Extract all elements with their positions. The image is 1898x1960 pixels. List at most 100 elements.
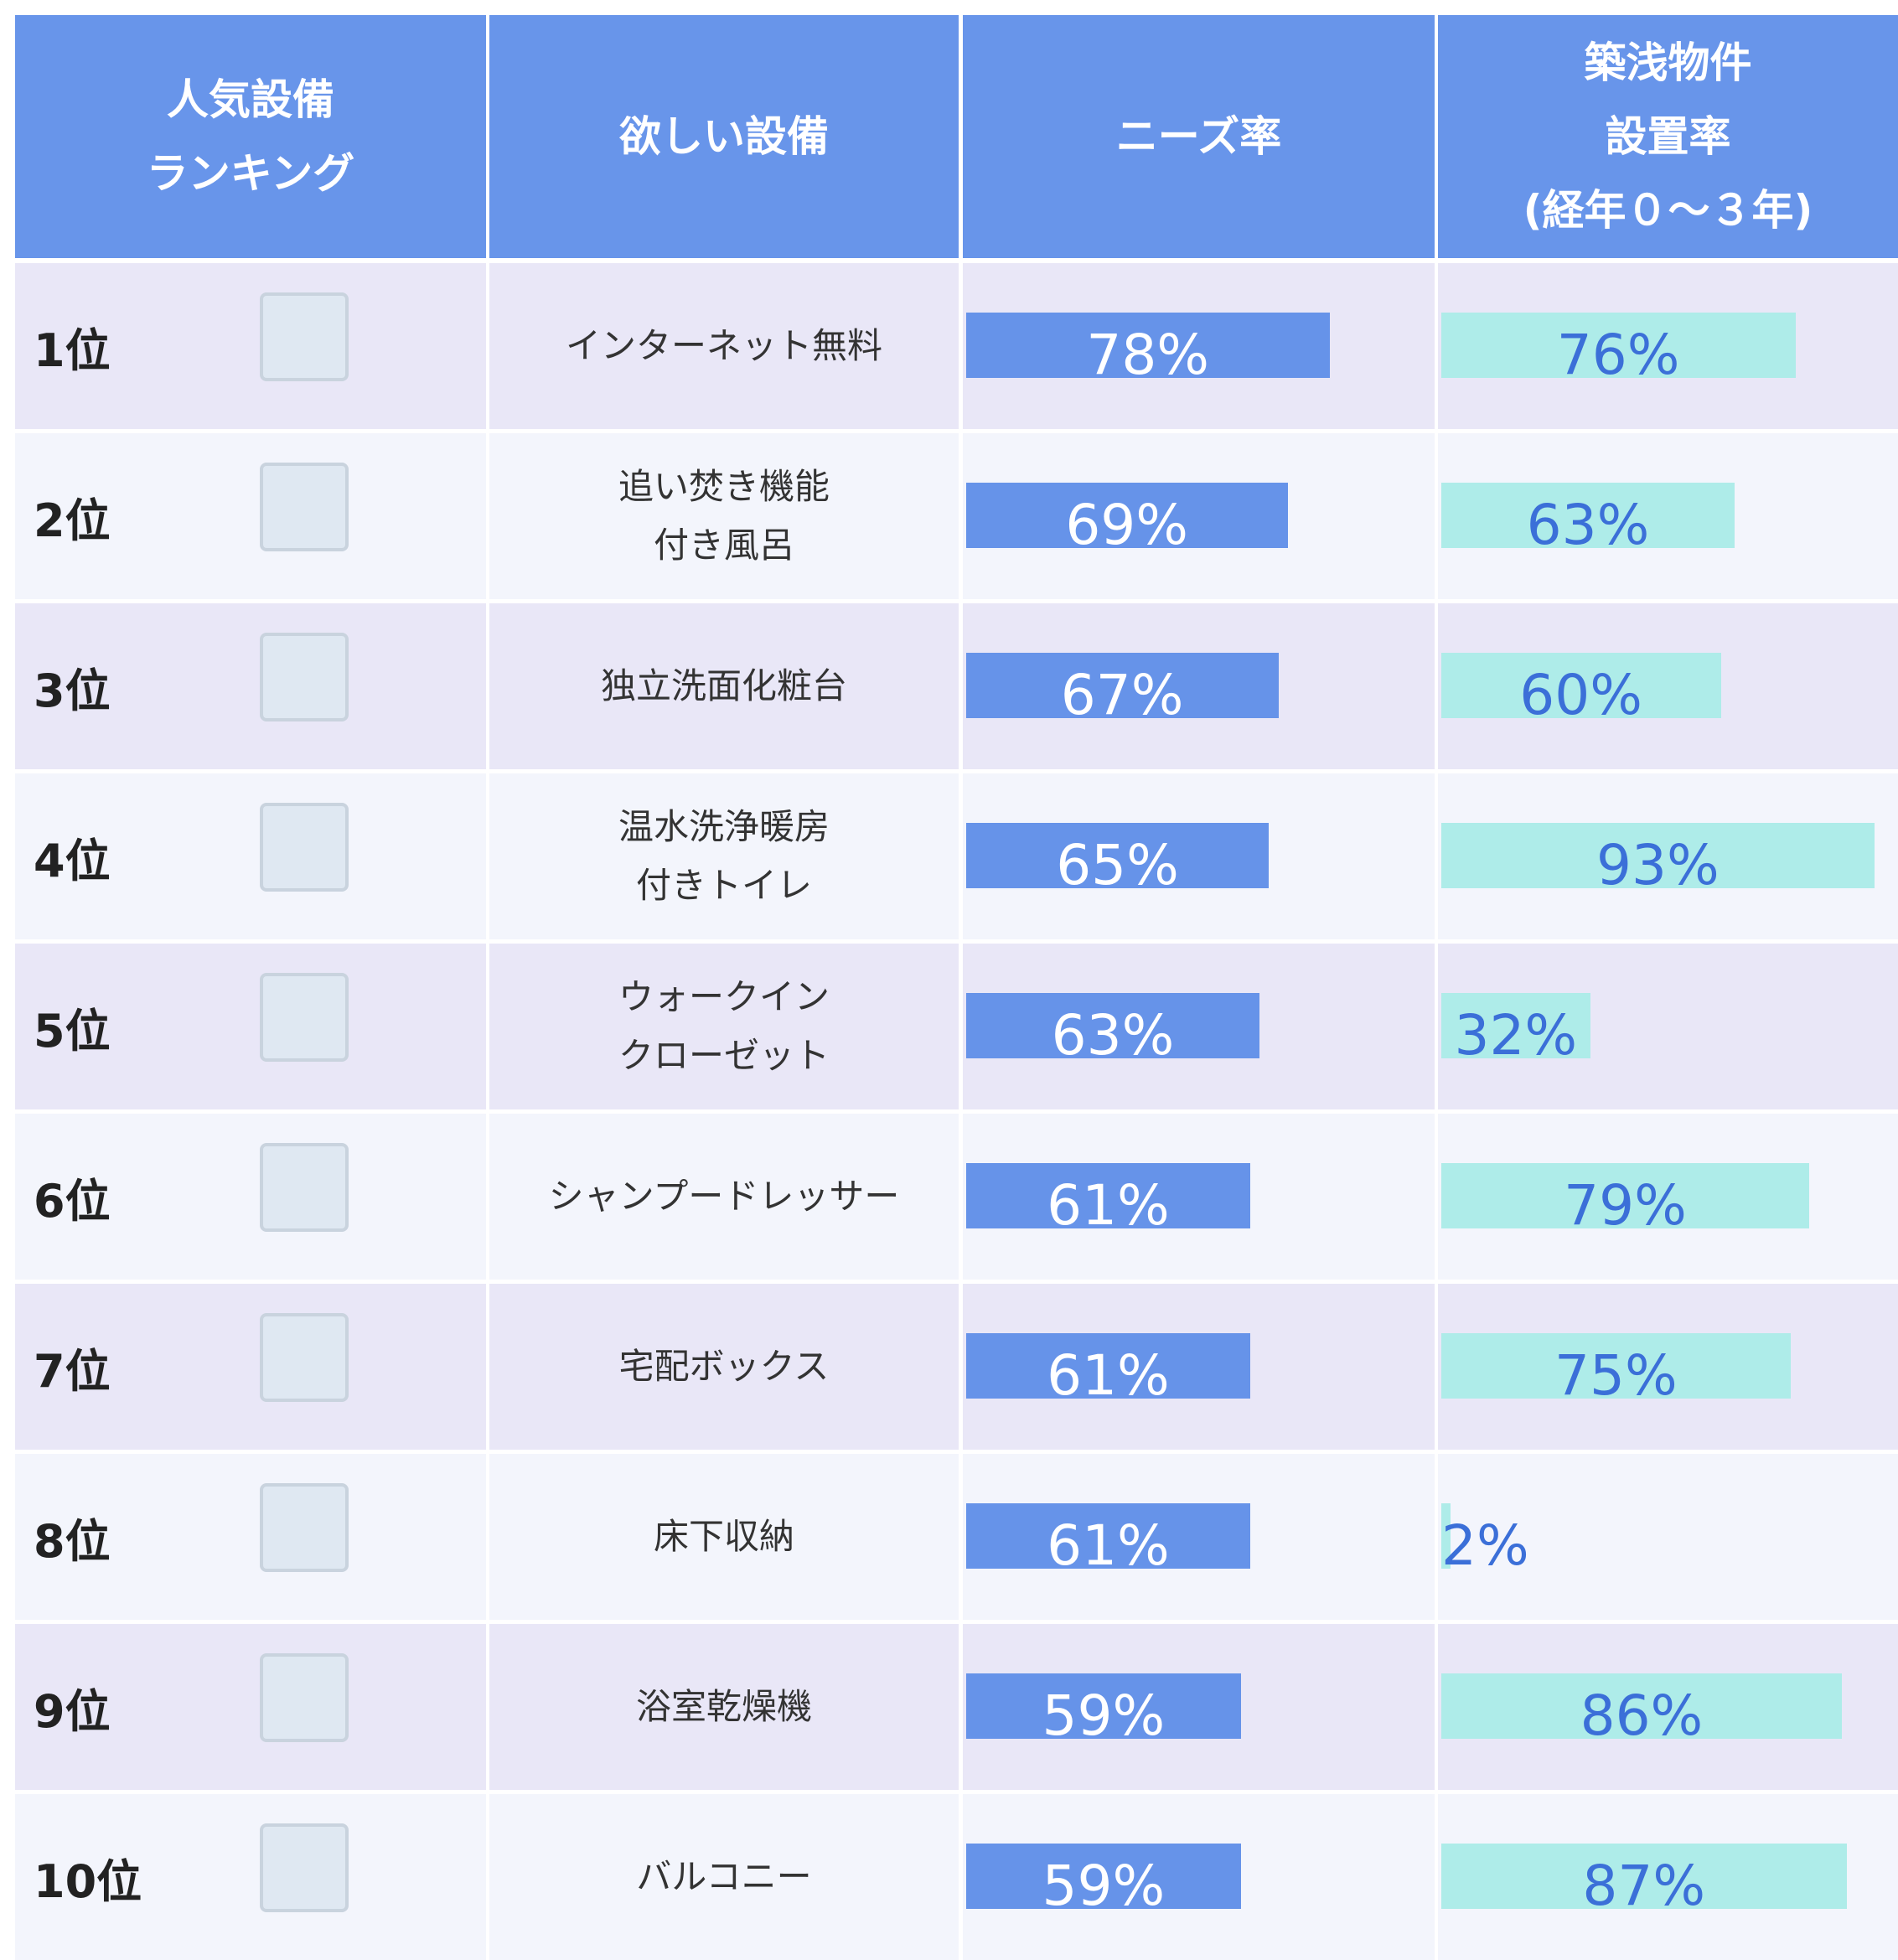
text: 温水洗浄暖房 bbox=[618, 806, 830, 847]
text: 79% bbox=[1564, 1173, 1687, 1238]
text: 61% bbox=[1047, 1173, 1170, 1238]
item: シャンプードレッサー bbox=[489, 1114, 959, 1280]
item: 浴室乾燥機 bbox=[489, 1624, 959, 1790]
row-cell bbox=[1438, 1454, 1898, 1620]
percent-label: 78% bbox=[1086, 328, 1209, 383]
text: ランキング bbox=[146, 149, 355, 198]
bar bbox=[1441, 1503, 1451, 1569]
row-cell bbox=[15, 1114, 486, 1280]
rank: 5位 bbox=[15, 944, 250, 1109]
rank: 10位 bbox=[15, 1794, 250, 1960]
bar bbox=[966, 1503, 1251, 1569]
text: 32% bbox=[1454, 1003, 1578, 1068]
percent-label: 32% bbox=[1454, 1008, 1577, 1063]
text: 87% bbox=[1582, 1854, 1706, 1918]
text: 独立洗面化粧台 bbox=[600, 665, 847, 706]
bar bbox=[966, 1673, 1242, 1739]
icon bbox=[260, 292, 349, 381]
text: 9位 bbox=[34, 1684, 111, 1738]
percent-label: 61% bbox=[1047, 1348, 1170, 1404]
rank: 1位 bbox=[15, 263, 250, 429]
percent-label: 79% bbox=[1564, 1178, 1687, 1233]
icon bbox=[260, 973, 349, 1062]
text: 宅配ボックス bbox=[618, 1346, 830, 1387]
row-cell bbox=[15, 944, 486, 1109]
text: バルコニー bbox=[636, 1856, 812, 1897]
text: 78% bbox=[1086, 323, 1210, 387]
text: 67% bbox=[1060, 663, 1184, 727]
text: 10位 bbox=[34, 1854, 142, 1908]
header-cell: 築浅物件 設置率 (経年０～３年) bbox=[1438, 15, 1898, 258]
percent-label: 93% bbox=[1596, 838, 1720, 893]
text: 65% bbox=[1056, 833, 1179, 897]
text: ニーズ率 bbox=[1115, 112, 1282, 161]
text: 付き風呂 bbox=[653, 525, 794, 566]
text: ウォークイン bbox=[618, 976, 830, 1017]
rank: 9位 bbox=[15, 1624, 250, 1790]
item: バルコニー bbox=[489, 1794, 959, 1960]
row-cell bbox=[489, 773, 959, 939]
item: 追い焚き機能 付き風呂 bbox=[489, 433, 959, 599]
icon bbox=[260, 1823, 349, 1912]
percent-label: 86% bbox=[1580, 1688, 1704, 1744]
text: 86% bbox=[1580, 1683, 1704, 1748]
bar bbox=[966, 823, 1270, 888]
row-cell bbox=[489, 1794, 959, 1960]
percent-label: 63% bbox=[1527, 498, 1650, 553]
row-cell bbox=[489, 944, 959, 1109]
text: 1位 bbox=[34, 323, 111, 377]
percent-label: 61% bbox=[1047, 1518, 1170, 1574]
item: 宅配ボックス bbox=[489, 1284, 959, 1450]
percent-label: 59% bbox=[1042, 1688, 1166, 1744]
text: 76% bbox=[1556, 323, 1680, 387]
bar bbox=[966, 1333, 1251, 1399]
item: 床下収納 bbox=[489, 1454, 959, 1620]
row-cell bbox=[15, 263, 486, 429]
bar bbox=[1441, 1844, 1847, 1909]
percent-label: 87% bbox=[1582, 1859, 1705, 1914]
text: 69% bbox=[1065, 493, 1189, 557]
percent-label: 69% bbox=[1065, 498, 1188, 553]
rank: 2位 bbox=[15, 433, 250, 599]
row-cell bbox=[489, 1114, 959, 1280]
row-cell bbox=[489, 433, 959, 599]
row-cell bbox=[15, 1454, 486, 1620]
text: 59% bbox=[1042, 1854, 1166, 1918]
text: 3位 bbox=[34, 664, 111, 717]
row-cell bbox=[15, 1624, 486, 1790]
text: 設置率 bbox=[1605, 112, 1731, 161]
rank: 7位 bbox=[15, 1284, 250, 1450]
percent-label: 61% bbox=[1047, 1178, 1170, 1233]
row-cell bbox=[489, 1284, 959, 1450]
percent-label: 60% bbox=[1519, 668, 1642, 723]
bar bbox=[966, 993, 1260, 1058]
text: 6位 bbox=[34, 1174, 111, 1228]
percent-label: 65% bbox=[1056, 838, 1179, 893]
bar bbox=[966, 1844, 1242, 1909]
text: (経年０～３年) bbox=[1523, 186, 1813, 235]
icon bbox=[260, 1143, 349, 1232]
row-cell bbox=[489, 1454, 959, 1620]
percent-label: 67% bbox=[1061, 668, 1184, 723]
icon bbox=[260, 1483, 349, 1572]
bar bbox=[1441, 1163, 1810, 1228]
text: 4位 bbox=[34, 834, 111, 887]
text: 付きトイレ bbox=[635, 865, 812, 906]
text: 2位 bbox=[34, 494, 111, 547]
percent-label: 2% bbox=[1441, 1518, 1529, 1574]
row-cell bbox=[15, 603, 486, 769]
bar bbox=[1441, 993, 1590, 1058]
text: 61% bbox=[1047, 1343, 1170, 1408]
text: インターネット無料 bbox=[565, 325, 882, 366]
header-cell: 欲しい設備 bbox=[489, 15, 959, 258]
text: 7位 bbox=[34, 1344, 111, 1398]
bar bbox=[966, 653, 1279, 718]
text: 63% bbox=[1051, 1003, 1175, 1068]
bar bbox=[1441, 1673, 1843, 1739]
row-cell bbox=[489, 603, 959, 769]
icon bbox=[260, 463, 349, 551]
percent-label: 59% bbox=[1042, 1859, 1166, 1914]
text: 床下収納 bbox=[653, 1516, 794, 1557]
row-cell bbox=[15, 1284, 486, 1450]
icon bbox=[260, 633, 349, 721]
